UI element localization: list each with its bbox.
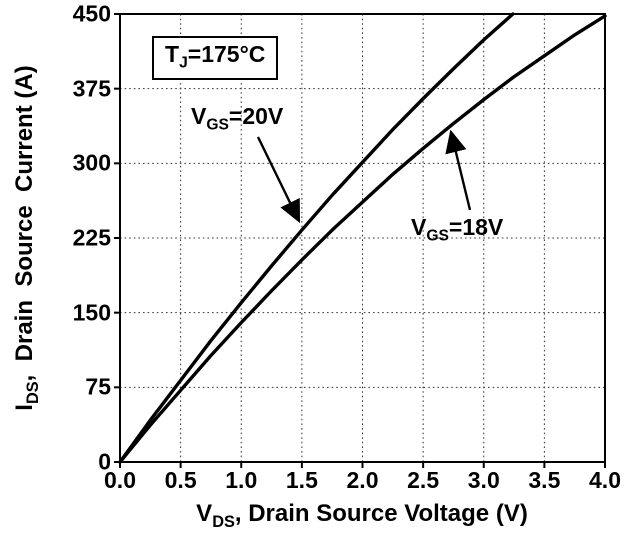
x-tick-label: 1.0 xyxy=(225,467,258,493)
vgs18-symbol: V xyxy=(411,214,427,240)
vgs18-value: =18V xyxy=(448,214,504,240)
curve-vgs-20v xyxy=(118,12,515,464)
y-tick-label: 75 xyxy=(85,373,111,400)
y-tick-label: 300 xyxy=(72,149,111,176)
x-tick-label: 3.5 xyxy=(528,467,561,493)
x-tick-label: 4.0 xyxy=(589,467,621,493)
vgs20-subscript: GS xyxy=(206,116,229,134)
y-tick-label: 150 xyxy=(72,299,111,326)
x-axis-title: VDS, Drain Source Voltage (V) xyxy=(196,500,528,532)
vgs20-symbol: V xyxy=(191,103,207,129)
x-axis-title-symbol: V xyxy=(196,500,213,527)
x-tick-label: 1.5 xyxy=(285,467,318,493)
series-label-vgs18: VGS=18V xyxy=(411,214,503,246)
x-tick-label: 2.5 xyxy=(407,467,440,493)
tj-annotation-box: TJ=175°C xyxy=(152,36,279,80)
x-tick-label: 0.0 xyxy=(104,467,136,493)
series-label-vgs20: VGS=20V xyxy=(191,103,283,135)
arrow-vgs20-icon xyxy=(256,136,301,224)
tj-subscript: J xyxy=(179,54,188,72)
x-tick-label: 2.0 xyxy=(346,467,379,493)
plot-border xyxy=(119,13,606,463)
y-axis-title-text: , Drain Source Current (A) xyxy=(11,65,39,382)
curve-vgs-18v xyxy=(118,14,607,464)
y-axis-title-subscript: DS xyxy=(23,381,42,405)
y-axis-title-symbol: I xyxy=(11,404,39,411)
y-tick-label: 375 xyxy=(72,75,111,102)
y-axis-title: IDS, Drain Source Current (A) xyxy=(11,65,43,410)
tj-symbol: T xyxy=(165,41,180,67)
vgs18-subscript: GS xyxy=(426,227,449,245)
y-tick-label: 225 xyxy=(72,224,111,251)
tj-value: =175°C xyxy=(187,41,266,67)
vgs20-value: =20V xyxy=(228,103,284,129)
x-tick-label: 3.0 xyxy=(467,467,500,493)
y-tick-label: 0 xyxy=(98,448,111,475)
arrow-vgs18-icon xyxy=(445,129,472,211)
x-axis-title-subscript: DS xyxy=(212,512,235,531)
x-axis-title-text: , Drain Source Voltage (V) xyxy=(234,500,528,527)
y-tick-label: 450 xyxy=(72,0,111,27)
x-tick-label: 0.5 xyxy=(164,467,197,493)
